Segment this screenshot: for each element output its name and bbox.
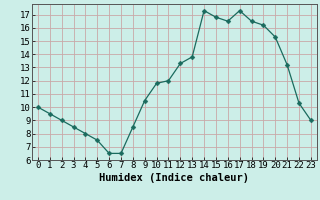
X-axis label: Humidex (Indice chaleur): Humidex (Indice chaleur) <box>100 173 249 183</box>
